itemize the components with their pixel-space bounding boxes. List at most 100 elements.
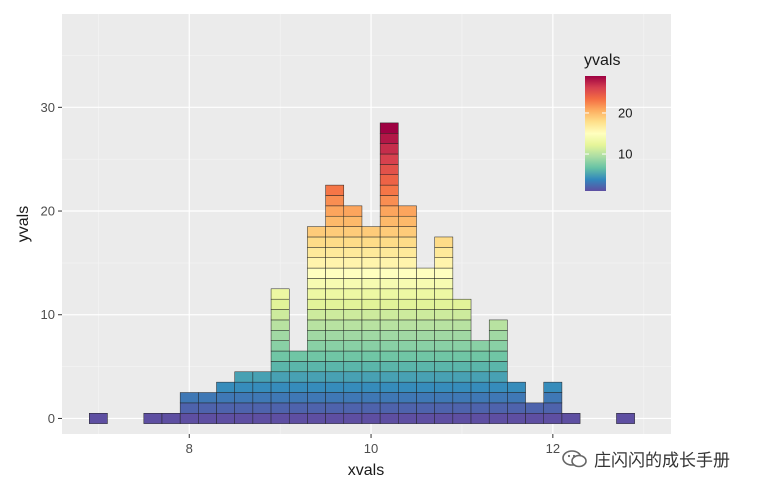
histogram-cell xyxy=(416,392,435,404)
histogram-cell xyxy=(270,361,290,373)
histogram-cell xyxy=(361,340,381,352)
histogram-cell xyxy=(234,371,254,383)
histogram-cell xyxy=(361,402,381,414)
histogram-cell xyxy=(198,402,217,414)
histogram-cell xyxy=(379,361,399,373)
histogram-cell xyxy=(452,309,472,321)
legend-ticks: 10 20 xyxy=(585,105,632,162)
histogram-cell xyxy=(343,413,363,424)
histogram-cell xyxy=(288,371,308,383)
x-axis-ticks: 8 10 12 xyxy=(186,434,560,456)
histogram-cell xyxy=(398,330,417,341)
histogram-cell xyxy=(416,267,435,279)
histogram-cell xyxy=(543,381,563,393)
histogram-cell xyxy=(379,288,399,300)
histogram-cell xyxy=(379,402,399,414)
histogram-cell xyxy=(343,236,363,248)
histogram-cell xyxy=(379,381,399,393)
histogram-cell xyxy=(343,381,363,393)
histogram-cell xyxy=(325,195,345,207)
histogram-cell xyxy=(379,153,399,165)
x-tick-label: 12 xyxy=(546,441,560,456)
x-tick-label: 10 xyxy=(364,441,378,456)
histogram-cell xyxy=(470,340,490,352)
histogram-cell xyxy=(343,371,363,383)
histogram-cell xyxy=(325,330,345,341)
histogram-cell xyxy=(398,340,417,352)
histogram-cell xyxy=(89,413,108,424)
histogram-cell xyxy=(452,402,472,414)
histogram-cell xyxy=(543,402,563,414)
histogram-cell xyxy=(361,236,381,248)
histogram-cell xyxy=(470,402,490,414)
histogram-cell xyxy=(416,381,435,393)
histogram-cell xyxy=(379,278,399,290)
histogram-cell xyxy=(216,402,235,414)
histogram-cell xyxy=(307,298,326,310)
histogram-cell xyxy=(416,330,435,341)
histogram-cell xyxy=(143,413,163,424)
histogram-cell xyxy=(379,413,399,424)
histogram-cell xyxy=(325,340,345,352)
histogram-cell xyxy=(325,267,345,279)
color-legend: yvals 10 20 xyxy=(584,52,632,191)
histogram-cell xyxy=(307,402,326,414)
histogram-cell xyxy=(252,381,272,393)
histogram-cell xyxy=(434,361,454,373)
histogram-cell xyxy=(361,392,381,404)
histogram-cell xyxy=(361,361,381,373)
histogram-cell xyxy=(470,361,490,373)
histogram-cell xyxy=(379,371,399,383)
histogram-cell xyxy=(416,371,435,383)
histogram-cell xyxy=(307,371,326,383)
histogram-cell xyxy=(488,381,508,393)
watermark: 庄闪闪的成长手册 xyxy=(562,446,730,471)
histogram-cell xyxy=(488,319,508,331)
histogram-cell xyxy=(343,330,363,341)
histogram-cell xyxy=(288,392,308,404)
histogram-cell xyxy=(398,350,417,362)
histogram-cell xyxy=(452,298,472,310)
histogram-cell xyxy=(452,340,472,352)
histogram-cell xyxy=(507,402,526,414)
histogram-cell xyxy=(270,330,290,341)
histogram-cell xyxy=(161,413,181,424)
histogram-cell xyxy=(398,278,417,290)
histogram-cell xyxy=(270,298,290,310)
histogram-cell xyxy=(361,226,381,238)
histogram-cell xyxy=(270,350,290,362)
histogram-cell xyxy=(398,361,417,373)
histogram-cell xyxy=(270,340,290,352)
histogram-cell xyxy=(325,215,345,227)
histogram-cell xyxy=(470,413,490,424)
histogram-cell xyxy=(288,381,308,393)
histogram-cell xyxy=(379,392,399,404)
histogram-cell xyxy=(470,350,490,362)
histogram-cell xyxy=(379,236,399,248)
histogram-cell xyxy=(234,413,254,424)
histogram-cell xyxy=(216,392,235,404)
histogram-cell xyxy=(270,371,290,383)
histogram-cell xyxy=(434,267,454,279)
histogram-cell xyxy=(398,226,417,238)
histogram-cell xyxy=(379,298,399,310)
histogram-cell xyxy=(270,319,290,331)
x-tick-label: 8 xyxy=(186,441,193,456)
histogram-cell xyxy=(307,319,326,331)
histogram-cell xyxy=(325,413,345,424)
histogram-cell xyxy=(307,288,326,300)
histogram-cell xyxy=(379,122,399,134)
histogram-cell xyxy=(325,392,345,404)
histogram-cell xyxy=(325,350,345,362)
histogram-cell xyxy=(288,413,308,424)
histogram-cell xyxy=(288,350,308,362)
histogram-cell xyxy=(307,350,326,362)
histogram-cell xyxy=(416,350,435,362)
histogram-cell xyxy=(325,236,345,248)
histogram-cell xyxy=(325,247,345,258)
histogram-cell xyxy=(507,413,526,424)
histogram-cell xyxy=(361,371,381,383)
histogram-cell xyxy=(470,381,490,393)
histogram-cell xyxy=(343,257,363,269)
